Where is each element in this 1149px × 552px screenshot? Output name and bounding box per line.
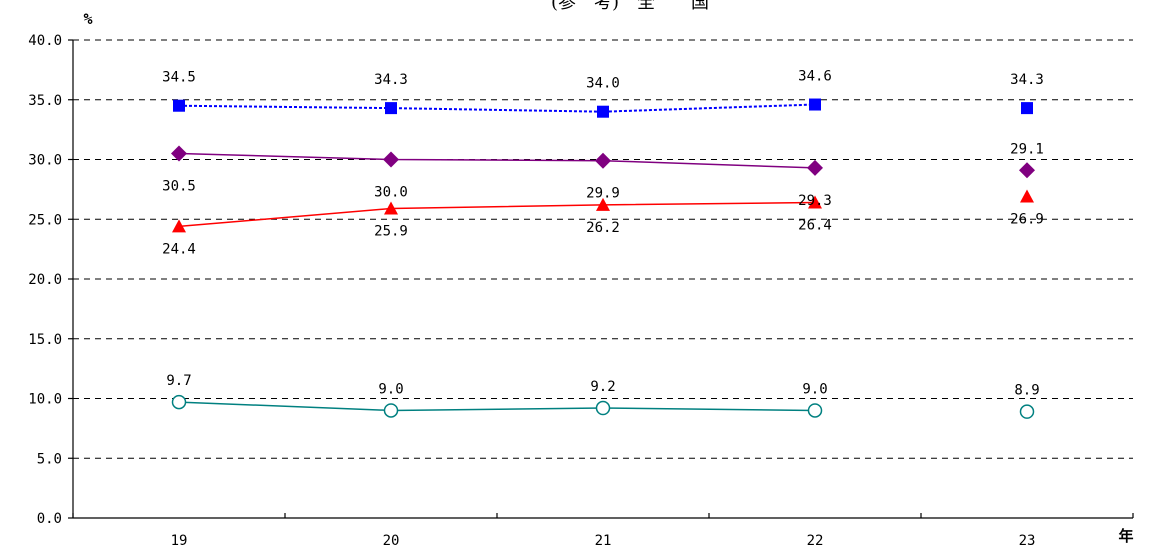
series-1-line — [178, 152, 816, 169]
series-3-point-2 — [595, 400, 611, 416]
series-1-data-label-2: 29.9 — [586, 186, 620, 202]
y-tick-label-6: 30.0 — [28, 153, 62, 169]
y-tick-label-2: 10.0 — [28, 392, 62, 408]
series-0-data-label-1: 34.3 — [374, 72, 408, 88]
x-tick-label-1: 20 — [383, 533, 400, 549]
series-2-point-4 — [1020, 189, 1034, 203]
data-labels: 34.5 34.3 34.0 34.6 34.3 30.5 30.0 29.9 29.3 29.1… — [162, 69, 1044, 399]
series-2-data-label-3: 26.4 — [798, 218, 832, 234]
series-0-data-label-4: 34.3 — [1010, 72, 1044, 88]
series-1-point-2 — [595, 152, 611, 169]
series-3-line — [178, 401, 816, 412]
series-2-data-label-4: 26.9 — [1010, 212, 1044, 228]
series-2-data-label-1: 25.9 — [374, 223, 408, 239]
series-0-point-1 — [385, 102, 397, 115]
series-3-data-label-1: 9.0 — [378, 381, 403, 397]
y-tick-label-7: 35.0 — [28, 93, 62, 109]
series-1-data-label-4: 29.1 — [1010, 141, 1044, 157]
chart-title: (参 考) 全 国 — [551, 0, 709, 13]
series-2-point-0 — [172, 219, 186, 233]
x-tick-label-2: 21 — [595, 533, 612, 549]
y-axis-label: % — [83, 10, 92, 28]
series-1-data-label-1: 30.0 — [374, 185, 408, 201]
series-1-point-4 — [1019, 162, 1035, 179]
gridlines — [73, 39, 1133, 459]
series-2-data-label-2: 26.2 — [586, 220, 620, 236]
series-0-point-2 — [597, 105, 609, 118]
y-tick-label-4: 20.0 — [28, 272, 62, 288]
series-0-data-label-0: 34.5 — [162, 70, 196, 86]
series-0-data-label-2: 34.0 — [586, 76, 620, 92]
series-3-data-label-2: 9.2 — [590, 379, 615, 395]
x-tick-label-0: 19 — [171, 533, 188, 549]
series-3-data-label-4: 8.9 — [1014, 383, 1039, 399]
series-3-point-4 — [1019, 404, 1035, 419]
y-tick-label-1: 5.0 — [37, 451, 62, 467]
x-axis-label: 年 — [1118, 527, 1133, 545]
series-0-point-3 — [809, 98, 821, 111]
y-tick-label-3: 15.0 — [28, 332, 62, 348]
x-tick-label-4: 23 — [1019, 533, 1036, 549]
series-0-point-4 — [1021, 102, 1033, 115]
series-2-point-2 — [596, 197, 610, 211]
series-2-point-3 — [808, 195, 822, 209]
series-2-line — [178, 201, 816, 228]
series-0-line — [178, 103, 816, 113]
series-2-point-1 — [384, 201, 398, 215]
series-0-data-label-3: 34.6 — [798, 69, 832, 85]
x-tick-label-3: 22 — [807, 533, 824, 549]
series-2-data-label-0: 24.4 — [162, 241, 196, 257]
series-3-point-0 — [171, 394, 187, 410]
series-3-point-1 — [383, 403, 399, 418]
series-1-point-0 — [171, 145, 187, 162]
axes: 0.0 5.0 10.0 15.0 20.0 25.0 30.0 35.0 40.0 19 20 21… — [28, 33, 1134, 549]
series-3-point-3 — [807, 403, 823, 418]
series-3-data-label-3: 9.0 — [802, 381, 827, 397]
series-3-data-label-0: 9.7 — [166, 373, 191, 389]
series-1-data-label-3: 29.3 — [798, 193, 832, 209]
y-tick-label-0: 0.0 — [37, 511, 62, 527]
y-tick-label-8: 40.0 — [28, 33, 62, 49]
series-layer — [171, 98, 1035, 419]
series-1-data-label-0: 30.5 — [162, 179, 196, 195]
series-1-point-3 — [807, 159, 823, 176]
series-0-point-0 — [173, 99, 185, 112]
series-1-point-1 — [383, 151, 399, 168]
y-tick-label-5: 25.0 — [28, 212, 62, 228]
